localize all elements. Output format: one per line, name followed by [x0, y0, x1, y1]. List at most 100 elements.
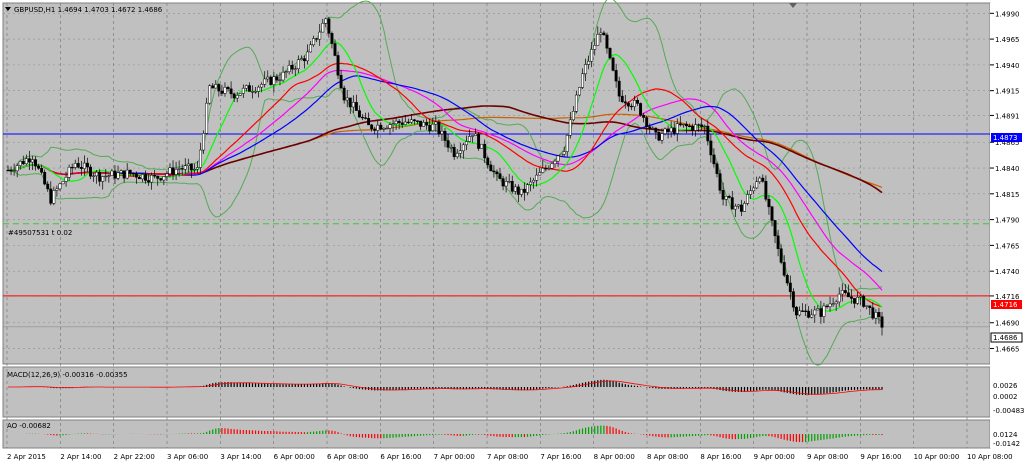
- candle[interactable]: [296, 59, 300, 70]
- candle[interactable]: [798, 310, 801, 316]
- candle[interactable]: [312, 38, 316, 46]
- candle[interactable]: [232, 93, 236, 99]
- candle[interactable]: [257, 86, 261, 92]
- candle[interactable]: [773, 220, 777, 237]
- candle[interactable]: [397, 120, 401, 124]
- candle[interactable]: [526, 184, 529, 193]
- candle[interactable]: [128, 169, 132, 174]
- candle[interactable]: [810, 314, 814, 318]
- candle[interactable]: [544, 168, 548, 170]
- candle[interactable]: [794, 306, 798, 316]
- candle[interactable]: [192, 168, 196, 171]
- candle[interactable]: [495, 171, 499, 174]
- candle[interactable]: [758, 177, 762, 182]
- candle[interactable]: [492, 170, 496, 173]
- candle[interactable]: [89, 166, 92, 177]
- candle[interactable]: [272, 76, 276, 85]
- candle[interactable]: [547, 167, 551, 170]
- candle[interactable]: [461, 144, 465, 152]
- candle[interactable]: [318, 31, 322, 40]
- candle[interactable]: [98, 171, 102, 182]
- candle[interactable]: [144, 174, 147, 181]
- candle[interactable]: [361, 116, 364, 119]
- candle[interactable]: [785, 275, 789, 284]
- candle[interactable]: [52, 190, 56, 204]
- candle[interactable]: [846, 292, 850, 298]
- candle[interactable]: [162, 176, 166, 181]
- candle[interactable]: [180, 168, 184, 170]
- candle[interactable]: [581, 73, 584, 88]
- candle[interactable]: [159, 178, 163, 181]
- candle[interactable]: [666, 128, 670, 133]
- candle[interactable]: [412, 119, 416, 122]
- candle[interactable]: [529, 181, 533, 185]
- candle[interactable]: [95, 171, 99, 177]
- candle[interactable]: [324, 18, 328, 24]
- candle[interactable]: [437, 121, 441, 135]
- candle[interactable]: [345, 97, 349, 101]
- candle[interactable]: [871, 307, 875, 319]
- candle[interactable]: [165, 173, 169, 177]
- candle[interactable]: [9, 169, 13, 172]
- candle[interactable]: [648, 126, 652, 129]
- candle[interactable]: [853, 298, 856, 304]
- candle[interactable]: [770, 206, 774, 221]
- candle[interactable]: [660, 133, 664, 141]
- candle[interactable]: [46, 183, 50, 190]
- candle[interactable]: [877, 312, 881, 318]
- candle[interactable]: [49, 188, 53, 204]
- candle[interactable]: [327, 18, 331, 34]
- candle[interactable]: [394, 120, 398, 124]
- candle[interactable]: [217, 84, 221, 92]
- candle[interactable]: [419, 120, 423, 127]
- candle[interactable]: [21, 160, 25, 165]
- candle[interactable]: [391, 123, 395, 125]
- candle[interactable]: [727, 195, 731, 198]
- candle[interactable]: [678, 123, 682, 126]
- candle[interactable]: [260, 84, 264, 88]
- candle[interactable]: [34, 159, 37, 167]
- candle[interactable]: [739, 204, 743, 212]
- candle[interactable]: [15, 165, 19, 172]
- candle[interactable]: [147, 180, 151, 183]
- candle[interactable]: [37, 165, 41, 169]
- candle[interactable]: [43, 172, 47, 185]
- candle[interactable]: [691, 125, 694, 131]
- candle[interactable]: [663, 128, 667, 134]
- candle[interactable]: [357, 110, 361, 118]
- candle[interactable]: [406, 121, 410, 124]
- candle[interactable]: [64, 177, 68, 182]
- candle[interactable]: [633, 100, 636, 107]
- candle[interactable]: [688, 125, 691, 127]
- candle[interactable]: [706, 125, 710, 142]
- candle[interactable]: [177, 168, 181, 170]
- candle[interactable]: [578, 87, 581, 96]
- candle[interactable]: [504, 181, 508, 187]
- candle[interactable]: [70, 166, 74, 169]
- bollinger-upper-line[interactable]: [7, 0, 883, 291]
- candle[interactable]: [801, 310, 804, 312]
- candle[interactable]: [131, 172, 135, 175]
- candle[interactable]: [400, 122, 404, 125]
- candle[interactable]: [416, 120, 419, 122]
- candle[interactable]: [235, 95, 239, 99]
- candle[interactable]: [373, 128, 377, 131]
- candle[interactable]: [856, 297, 860, 304]
- candle[interactable]: [550, 163, 554, 169]
- candle[interactable]: [538, 172, 542, 176]
- candle[interactable]: [79, 167, 83, 169]
- candle[interactable]: [27, 158, 31, 163]
- candle[interactable]: [712, 154, 716, 165]
- candle[interactable]: [486, 157, 490, 166]
- candle[interactable]: [67, 166, 71, 178]
- candle[interactable]: [761, 177, 765, 182]
- candle[interactable]: [629, 105, 633, 108]
- candle[interactable]: [186, 163, 190, 167]
- candle[interactable]: [403, 121, 407, 125]
- candle[interactable]: [596, 34, 600, 46]
- candle[interactable]: [107, 175, 111, 177]
- candle[interactable]: [767, 198, 771, 208]
- candle[interactable]: [559, 153, 563, 157]
- candle[interactable]: [623, 101, 627, 104]
